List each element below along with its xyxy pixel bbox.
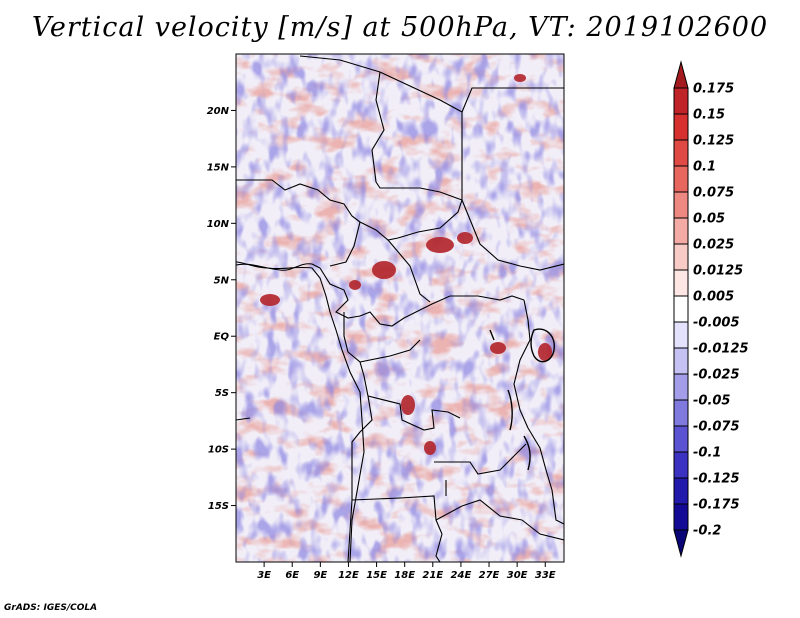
lon-tick-label: 15E bbox=[366, 570, 387, 581]
colorbar-segment bbox=[673, 269, 689, 297]
lon-tick-label: 3E bbox=[257, 570, 271, 581]
colorbar-label: -0.005 bbox=[693, 316, 740, 331]
lakes bbox=[489, 328, 555, 471]
colorbar-bottom-arrow bbox=[673, 529, 689, 558]
coastline bbox=[236, 261, 365, 562]
lat-tick-label: 20N bbox=[207, 106, 230, 117]
credit-text: GrADS: IGES/COLA bbox=[4, 603, 98, 613]
upward-motion-field bbox=[236, 54, 564, 562]
lat-tick-label: 15N bbox=[207, 162, 230, 173]
colorbar-segment bbox=[673, 347, 689, 375]
colorbar-segment bbox=[673, 113, 689, 141]
colorbar-top-arrow bbox=[673, 60, 689, 89]
lon-tick-label: 9E bbox=[313, 570, 327, 581]
lon-tick-label: 18E bbox=[394, 570, 415, 581]
lon-tick-label: 33E bbox=[535, 570, 556, 581]
colorbar-segment bbox=[673, 451, 689, 479]
lat-tick-label: EQ bbox=[214, 332, 230, 343]
lon-tick-label: 24E bbox=[451, 570, 472, 581]
colorbar-label: -0.0125 bbox=[693, 342, 749, 357]
map-title: Vertical velocity [m/s] at 500hPa, VT: 2… bbox=[31, 12, 769, 43]
colorbar-label: -0.125 bbox=[693, 472, 740, 487]
colorbar-label: 0.125 bbox=[693, 134, 734, 149]
colorbar-segment bbox=[673, 425, 689, 453]
colorbar-segment bbox=[673, 399, 689, 427]
lat-tick-label: 10N bbox=[207, 219, 230, 230]
colorbar-label: 0.15 bbox=[693, 108, 725, 123]
colorbar-label: -0.175 bbox=[693, 498, 740, 513]
lon-tick-label: 27E bbox=[479, 570, 500, 581]
colorbar-label: 0.025 bbox=[693, 238, 734, 253]
colorbar-label: -0.1 bbox=[693, 446, 721, 461]
colorbar-label: 0.05 bbox=[693, 212, 725, 227]
lat-tick-label: 5S bbox=[215, 388, 229, 399]
colorbar-segment bbox=[673, 243, 689, 271]
colorbar-segment bbox=[673, 373, 689, 401]
lat-tick-label: 5N bbox=[214, 275, 230, 286]
colorbar-segment bbox=[673, 477, 689, 505]
colorbar-segment bbox=[673, 191, 689, 219]
colorbar-label: 0.175 bbox=[693, 82, 734, 97]
strong-ascent-cells bbox=[260, 74, 552, 455]
map-frame bbox=[235, 53, 565, 563]
country-borders bbox=[236, 55, 564, 562]
map-plot-area bbox=[236, 54, 564, 562]
colorbar-label: -0.025 bbox=[693, 368, 740, 383]
colorbar-segment bbox=[673, 139, 689, 167]
colorbar-segment bbox=[673, 321, 689, 349]
lon-tick-label: 21E bbox=[422, 570, 443, 581]
longitude-axis: 3E 6E 9E 12E 15E 18E 21E 24E 27E 30E 33E bbox=[257, 562, 556, 581]
lat-tick-label: 10S bbox=[208, 445, 229, 456]
colorbar-segment bbox=[673, 87, 689, 115]
latitude-axis: 20N 15N 10N 5N EQ 5S 10S 15S bbox=[207, 106, 236, 512]
colorbar-segment bbox=[673, 217, 689, 245]
colorbar-label: 0.005 bbox=[693, 290, 734, 305]
lon-tick-label: 12E bbox=[338, 570, 359, 581]
colorbar-label: 0.075 bbox=[693, 186, 734, 201]
colorbar-segment bbox=[673, 165, 689, 193]
colorbar: 0.175 0.15 0.125 0.1 0.075 0.05 0.025 0.0125 0.0… bbox=[673, 60, 749, 558]
colorbar-label: -0.05 bbox=[693, 394, 730, 409]
lon-tick-label: 6E bbox=[285, 570, 299, 581]
colorbar-label: -0.075 bbox=[693, 420, 740, 435]
lat-tick-label: 15S bbox=[208, 501, 229, 512]
colorbar-label: 0.0125 bbox=[693, 264, 743, 279]
colorbar-segment bbox=[673, 295, 689, 323]
colorbar-segment bbox=[673, 503, 689, 531]
lon-tick-label: 30E bbox=[507, 570, 528, 581]
colorbar-label: 0.1 bbox=[693, 160, 716, 175]
colorbar-label: -0.2 bbox=[693, 524, 721, 539]
